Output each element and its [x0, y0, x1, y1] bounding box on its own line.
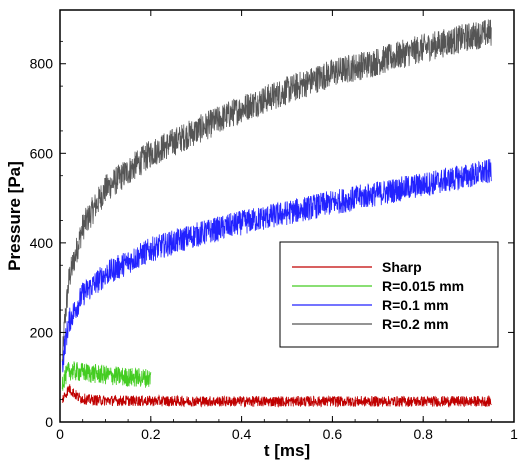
x-tick-label: 0.4: [232, 426, 252, 442]
y-tick-label: 200: [30, 324, 54, 340]
x-tick-label: 0.2: [141, 426, 161, 442]
x-tick-label: 0.8: [413, 426, 433, 442]
data-traces: [61, 19, 492, 408]
y-tick-label: 400: [30, 235, 54, 251]
y-tick-label: 800: [30, 56, 54, 72]
legend-box: [279, 241, 499, 348]
y-tick-label: 0: [45, 414, 53, 430]
x-tick-label: 0: [56, 426, 64, 442]
legend-label: R=0.015 mm: [382, 278, 464, 294]
x-tick-label: 1: [510, 426, 518, 442]
y-axis: 0 200 400 600 800: [30, 40, 514, 430]
legend: Sharp R=0.015 mm R=0.1 mm R=0.2 mm: [279, 241, 499, 348]
y-tick-label: 600: [30, 145, 54, 161]
series-trace-0: [61, 384, 492, 408]
x-tick-label: 0.6: [323, 426, 343, 442]
legend-label: Sharp: [382, 259, 422, 275]
legend-label: R=0.1 mm: [382, 297, 449, 313]
x-axis-title: t [ms]: [264, 441, 310, 460]
legend-label: R=0.2 mm: [382, 316, 449, 332]
series-trace-3: [61, 19, 492, 365]
x-axis: 0 0.2 0.4 0.6 0.8 1: [56, 10, 518, 442]
series-trace-1: [61, 361, 152, 391]
y-axis-title: Pressure [Pa]: [5, 161, 24, 271]
series-trace-2: [61, 159, 492, 373]
